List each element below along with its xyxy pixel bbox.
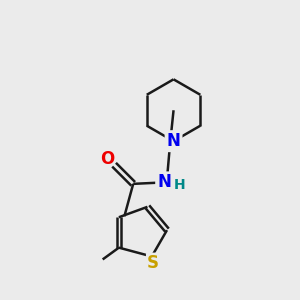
Text: S: S <box>147 254 159 272</box>
Text: N: N <box>167 132 181 150</box>
Text: H: H <box>174 178 185 192</box>
Text: N: N <box>157 173 171 191</box>
Text: O: O <box>100 150 115 168</box>
